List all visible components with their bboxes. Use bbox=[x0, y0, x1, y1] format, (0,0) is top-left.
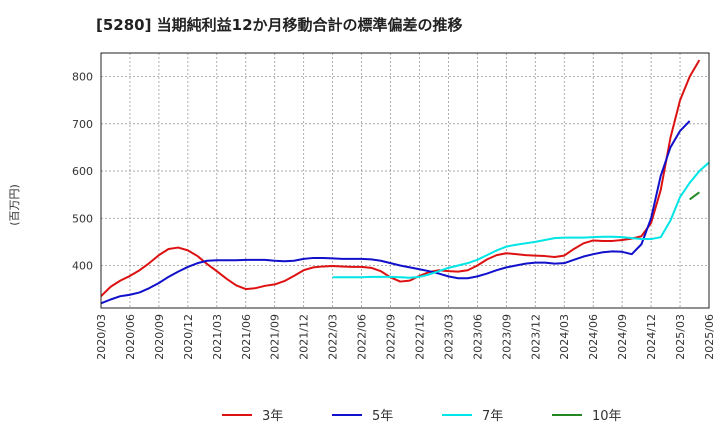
plot-frame bbox=[100, 52, 710, 309]
x-tick-label: 2020/12 bbox=[182, 314, 195, 360]
series-layer bbox=[100, 59, 710, 305]
x-tick-label: 2022/09 bbox=[385, 314, 398, 360]
x-tick-label: 2022/06 bbox=[356, 314, 369, 360]
legend-label-3: 7年 bbox=[482, 409, 503, 424]
x-tick-label: 2024/12 bbox=[645, 314, 658, 360]
x-tick-label: 2021/12 bbox=[298, 314, 311, 360]
y-tick-label: 800 bbox=[72, 71, 93, 84]
x-tick-label: 2025/06 bbox=[703, 314, 716, 360]
x-tick-label: 2025/03 bbox=[674, 314, 687, 360]
x-tick-label: 2024/06 bbox=[587, 314, 600, 360]
chart-title: [5280] 当期純利益12か月移動合計の標準偏差の推移 bbox=[96, 16, 463, 34]
y-tick-label: 600 bbox=[72, 165, 93, 178]
x-tick-label: 2023/09 bbox=[500, 314, 513, 360]
series-line-4 bbox=[689, 191, 700, 201]
legend: 3年 5年 7年 10年 bbox=[222, 409, 622, 424]
y-axis: 400 500 600 700 800 bbox=[72, 71, 93, 273]
x-axis: 2020/03 2020/06 2020/09 2020/12 2021/03 2021/… bbox=[95, 314, 716, 360]
x-tick-label: 2022/03 bbox=[327, 314, 340, 360]
series-line-3 bbox=[332, 161, 710, 279]
y-tick-label: 700 bbox=[72, 118, 93, 131]
y-axis-label: (百万円) bbox=[8, 184, 21, 226]
series-line-2 bbox=[100, 120, 691, 305]
x-tick-label: 2021/06 bbox=[240, 314, 253, 360]
series-line-1 bbox=[100, 59, 701, 297]
grid-layer bbox=[100, 53, 710, 308]
x-tick-label: 2024/03 bbox=[558, 314, 571, 360]
x-tick-label: 2020/06 bbox=[124, 314, 137, 360]
legend-label-1: 3年 bbox=[262, 409, 283, 424]
x-tick-label: 2023/12 bbox=[529, 314, 542, 360]
x-tick-label: 2020/09 bbox=[153, 314, 166, 360]
legend-label-4: 10年 bbox=[592, 409, 622, 424]
x-tick-label: 2022/12 bbox=[413, 314, 426, 360]
y-tick-label: 400 bbox=[72, 260, 93, 273]
x-tick-label: 2023/03 bbox=[442, 314, 455, 360]
x-tick-label: 2023/06 bbox=[471, 314, 484, 360]
x-tick-label: 2024/09 bbox=[616, 314, 629, 360]
x-tick-label: 2021/09 bbox=[269, 314, 282, 360]
x-tick-label: 2020/03 bbox=[95, 314, 108, 360]
x-tick-label: 2021/03 bbox=[211, 314, 224, 360]
legend-label-2: 5年 bbox=[372, 409, 393, 424]
y-tick-label: 500 bbox=[72, 212, 93, 225]
